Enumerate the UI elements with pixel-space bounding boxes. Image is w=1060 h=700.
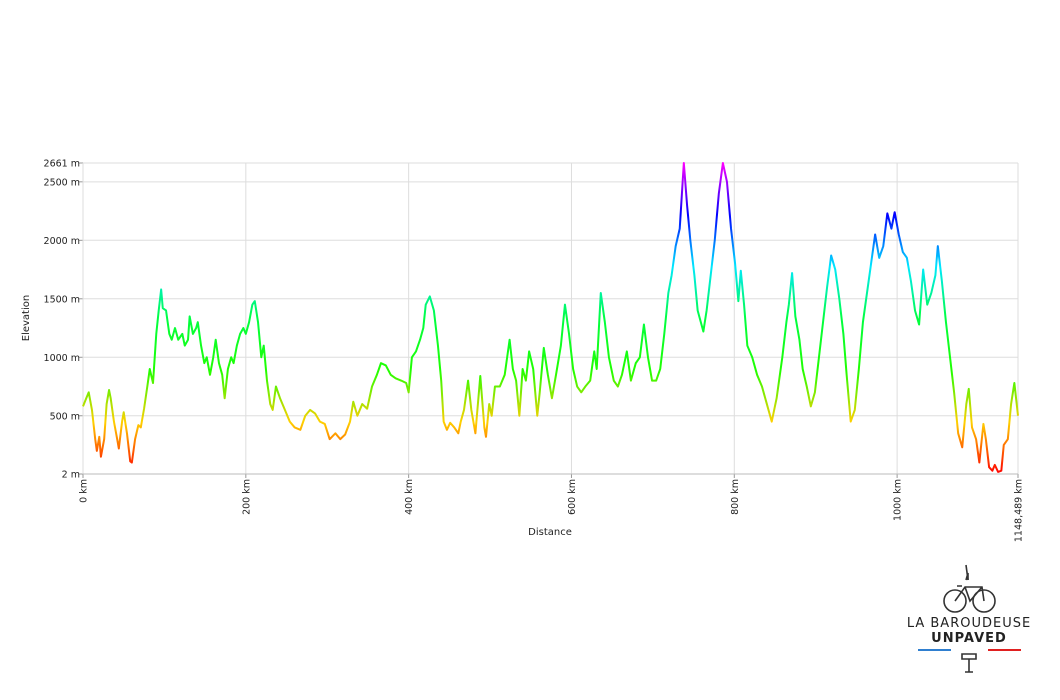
x-tick-label: 1148,489 km [1014,479,1025,542]
x-tick-label: 0 km [79,479,90,503]
y-tick-label: 2500 m [44,177,80,188]
y-tick-label: 2000 m [44,236,80,247]
y-tick-label: 1000 m [44,353,80,364]
logo-frame [954,572,985,603]
logo-name: LA BAROUDEUSE [907,616,1031,631]
y-axis-label: Elevation [21,295,32,341]
y-tick-label: 1500 m [44,294,80,305]
y-tick-label: 2661 m [44,159,80,170]
logo-wheel [943,589,967,613]
logo [918,564,1021,673]
x-tick-label: 800 km [730,479,741,515]
x-axis-label: Distance [528,527,572,538]
x-tick-label: 600 km [567,479,578,515]
elevation-line [82,162,1019,473]
logo-tagline: UNPAVED [931,631,1007,646]
x-tick-label: 1000 km [893,479,904,521]
y-tick-label: 500 m [50,411,80,422]
y-tick-label: 2 m [62,470,80,481]
logo-tool [961,653,977,673]
logo-wheel [972,589,996,613]
x-tick-label: 400 km [404,479,415,515]
x-tick-label: 200 km [241,479,252,515]
logo-spike [965,564,969,581]
